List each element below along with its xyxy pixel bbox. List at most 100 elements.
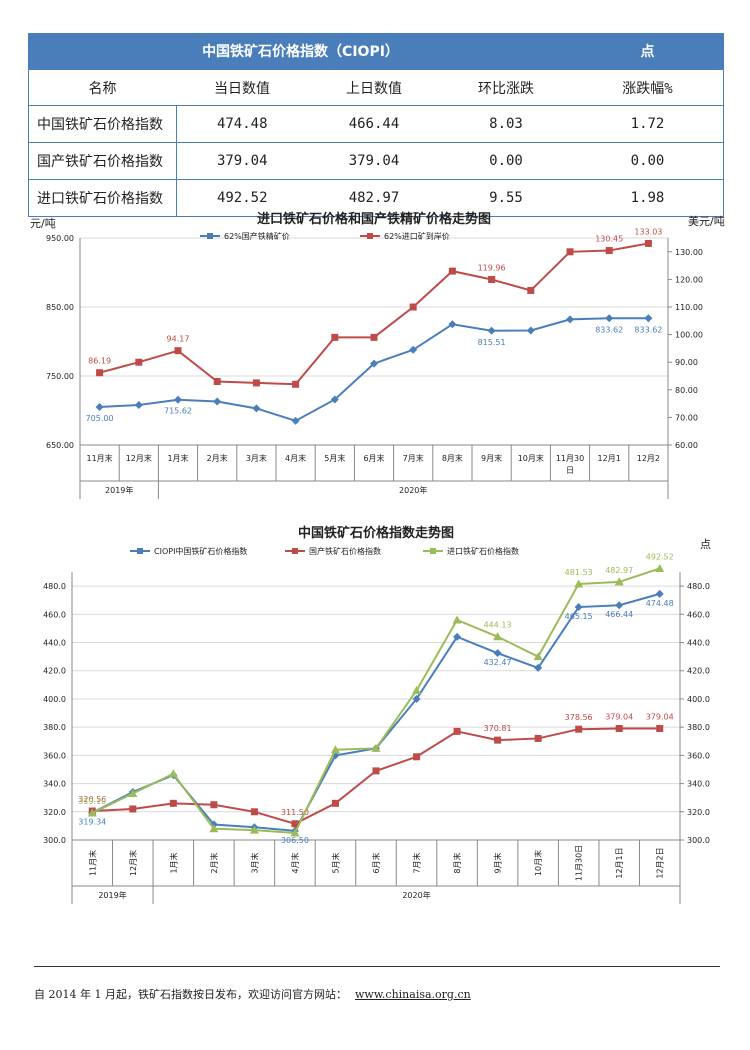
data-point <box>605 247 613 255</box>
row-name: 中国铁矿石价格指数 <box>28 105 177 143</box>
legend-label: 62%国产铁精矿价 <box>224 231 290 241</box>
x-tick-label: 12月末 <box>126 453 152 463</box>
y-tick-label: 850.00 <box>46 303 74 312</box>
data-point <box>174 347 182 355</box>
y-tick-label: 340.0 <box>43 780 66 789</box>
data-point <box>210 801 218 809</box>
data-point <box>493 649 502 658</box>
year-group-label: 2020年 <box>399 485 427 495</box>
cell-change: 9.55 <box>440 179 572 217</box>
data-point <box>252 404 261 413</box>
y-tick-label: 380.0 <box>43 723 66 732</box>
x-tick-label: 1月末 <box>168 852 178 873</box>
data-point <box>656 725 664 733</box>
y-right-tick-label: 130.00 <box>675 248 703 257</box>
footer-link[interactable]: www.chinaisa.org.cn <box>354 988 471 1001</box>
x-tick-label: 12月1日 <box>615 847 624 878</box>
data-point <box>87 808 97 817</box>
x-tick-label: 4月末 <box>290 852 300 873</box>
data-point <box>291 820 299 828</box>
data-point <box>331 799 339 807</box>
x-tick-label: 8月末 <box>452 852 462 873</box>
x-tick-label: 11月30 <box>556 454 584 463</box>
data-point <box>292 380 300 388</box>
data-label: 370.81 <box>484 724 512 733</box>
data-point <box>534 663 543 672</box>
x-tick-label-suffix: 日 <box>566 466 574 475</box>
col-header-today: 当日数值 <box>176 69 308 106</box>
y-right-tick-label: 90.00 <box>675 358 698 367</box>
col-header-prev: 上日数值 <box>308 69 440 106</box>
data-label: 833.62 <box>595 325 623 334</box>
data-point <box>644 314 653 323</box>
data-point <box>615 725 623 733</box>
data-label: 466.44 <box>605 610 633 619</box>
data-point <box>330 395 339 404</box>
col-header-pct: 涨跌幅% <box>572 69 724 106</box>
data-point <box>209 824 219 833</box>
data-point <box>574 603 583 612</box>
y-right-tick-label: 360.0 <box>687 751 710 760</box>
y-right-tick-label: 60.00 <box>675 441 698 450</box>
y-right-tick-label: 80.00 <box>675 386 698 395</box>
col-header-name: 名称 <box>28 69 176 106</box>
y-right-tick-label: 320.0 <box>687 808 710 817</box>
data-point <box>488 276 496 284</box>
data-label: 444.13 <box>484 621 512 630</box>
data-label: 492.52 <box>646 552 674 561</box>
data-point <box>655 589 664 598</box>
y-tick-label: 360.0 <box>43 751 66 760</box>
data-label: 319.34 <box>78 818 106 827</box>
data-point <box>412 694 421 703</box>
y-tick-label: 650.00 <box>46 441 74 450</box>
data-point <box>614 577 624 586</box>
legend-marker <box>367 233 373 239</box>
x-tick-label: 9月末 <box>493 852 503 873</box>
data-label: 320.56 <box>78 795 106 804</box>
data-point <box>615 601 624 610</box>
data-point <box>487 326 496 335</box>
y-tick-label: 420.0 <box>43 667 66 676</box>
data-label: 482.97 <box>605 566 633 575</box>
x-tick-label: 10月末 <box>533 850 543 876</box>
cell-change: 8.03 <box>440 105 572 143</box>
x-tick-label: 4月末 <box>285 453 306 463</box>
table-row: 国产铁矿石价格指数 379.04 379.04 0.00 0.00 <box>28 142 724 180</box>
y-right-tick-label: 300.0 <box>687 836 710 845</box>
price-trend-chart: 进口铁矿石价格和国产铁精矿价格走势图 元/吨 美元/吨 650.00 750.00 850… <box>30 211 725 499</box>
cell-today: 379.04 <box>176 142 308 180</box>
table-row: 进口铁矿石价格指数 492.52 482.97 9.55 1.98 <box>28 179 724 217</box>
data-point <box>453 632 462 641</box>
x-tick-label: 9月末 <box>481 453 502 463</box>
data-point <box>370 359 378 368</box>
data-point <box>533 652 543 661</box>
data-point <box>249 825 259 834</box>
col-header-change: 环比涨跌 <box>440 69 572 106</box>
data-point <box>409 303 417 311</box>
x-tick-label: 1月末 <box>167 453 188 463</box>
data-point <box>371 743 381 752</box>
data-label: 378.56 <box>565 713 593 722</box>
data-point <box>412 685 422 694</box>
cell-prev: 482.97 <box>308 179 440 217</box>
y-right-tick-label: 480.0 <box>687 582 710 591</box>
data-point <box>168 769 178 778</box>
chart-title: 进口铁矿石价格和国产铁精矿价格走势图 <box>257 211 491 227</box>
y-right-tick-label: 420.0 <box>687 667 710 676</box>
data-point <box>409 345 418 354</box>
y-right-tick-label: 400.0 <box>687 695 710 704</box>
x-tick-label: 6月末 <box>371 852 381 873</box>
data-label: 705.00 <box>86 414 114 423</box>
data-point <box>135 358 143 366</box>
year-group-label: 2019年 <box>105 485 133 495</box>
row-name: 国产铁矿石价格指数 <box>28 142 177 180</box>
data-label: 465.15 <box>565 612 593 621</box>
x-tick-label: 12月末 <box>128 850 138 876</box>
data-point <box>96 369 104 377</box>
data-point <box>448 320 457 329</box>
data-point <box>331 333 339 341</box>
x-tick-label: 3月末 <box>249 852 259 873</box>
cell-pct: 1.98 <box>572 179 724 217</box>
x-tick-label: 12月2日 <box>656 847 665 878</box>
